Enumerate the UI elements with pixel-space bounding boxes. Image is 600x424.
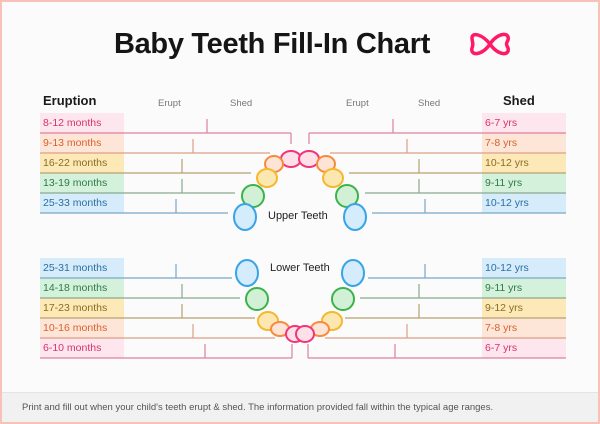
shed-column-label-left: Shed [230,98,253,109]
page-title: Baby Teeth Fill-In Chart [113,28,431,60]
lower-shed-row-2: 9-11 yrs [482,278,566,298]
lower-tooth-pink [295,325,315,343]
heart-infinity-icon [470,32,510,56]
upper-tooth-pink [298,150,320,168]
lower-tooth-green [331,287,355,311]
chart-lines [40,119,566,359]
lower-eruption-row-5: 6-10 months [40,338,124,358]
lower-shed-row-5: 6-7 yrs [482,338,566,358]
upper-eruption-row-1: 8-12 months [40,113,124,133]
lower-shed-row-1: 10-12 yrs [482,258,566,278]
upper-tooth-blue [343,203,367,231]
lower-eruption-row-4: 10-16 months [40,318,124,338]
erupt-column-label-left: Erupt [158,98,181,109]
lower-teeth-label: Lower Teeth [270,262,330,274]
upper-shed-row-4: 9-11 yrs [482,173,566,193]
footer: Print and fill out when your child's tee… [2,392,598,422]
upper-shed-row-1: 6-7 yrs [482,113,566,133]
upper-eruption-row-2: 9-13 months [40,133,124,153]
shed-header: Shed [503,93,535,108]
lower-tooth-blue [235,259,259,287]
upper-tooth-yellow [256,168,278,188]
upper-teeth-label: Upper Teeth [268,210,328,222]
lower-tooth-green [245,287,269,311]
upper-tooth-blue [233,203,257,231]
lower-shed-row-3: 9-12 yrs [482,298,566,318]
brand-logo [470,32,510,56]
lower-eruption-row-1: 25-31 months [40,258,124,278]
upper-eruption-row-5: 25-33 months [40,193,124,213]
footer-note: Print and fill out when your child's tee… [22,402,494,413]
erupt-column-label-right: Erupt [346,98,369,109]
upper-shed-row-5: 10-12 yrs [482,193,566,213]
lower-tooth-blue [341,259,365,287]
upper-shed-row-2: 7-8 yrs [482,133,566,153]
lower-shed-row-4: 7-8 yrs [482,318,566,338]
eruption-header: Eruption [43,93,97,108]
upper-eruption-row-3: 16-22 months [40,153,124,173]
upper-eruption-row-4: 13-19 months [40,173,124,193]
lower-eruption-row-2: 14-18 months [40,278,124,298]
lower-eruption-row-3: 17-23 months [40,298,124,318]
upper-shed-row-3: 10-12 yrs [482,153,566,173]
shed-column-label-right: Shed [418,98,441,109]
upper-tooth-yellow [322,168,344,188]
